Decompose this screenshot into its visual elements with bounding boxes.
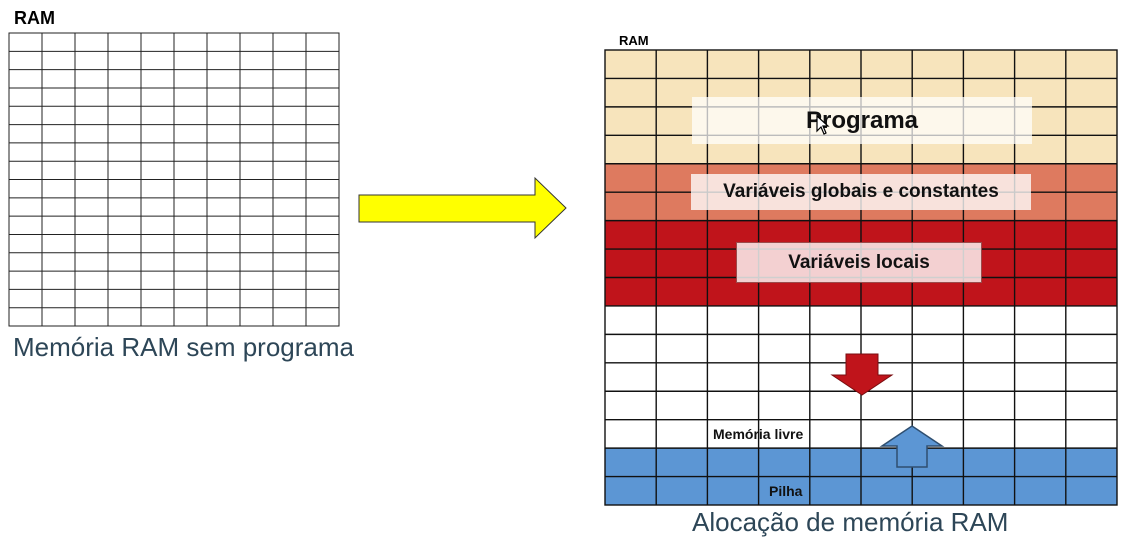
ram-title-left: RAM [14,8,55,28]
left-ram-grid [8,32,340,327]
locais-label: Variáveis locais [736,242,982,283]
programa-label: Programa [692,97,1032,144]
arrow-up-icon [879,425,945,468]
mouse-cursor-icon [816,115,830,135]
arrow-down-icon [830,353,894,396]
right-caption: Alocação de memória RAM [692,507,1009,537]
memoria-livre-label: Memória livre [713,426,804,442]
globais-label: Variáveis globais e constantes [691,174,1031,210]
pilha-label: Pilha [769,483,803,499]
left-caption: Memória RAM sem programa [13,332,354,362]
ram-title-right: RAM [619,33,649,48]
arrow-right-icon [358,176,567,240]
